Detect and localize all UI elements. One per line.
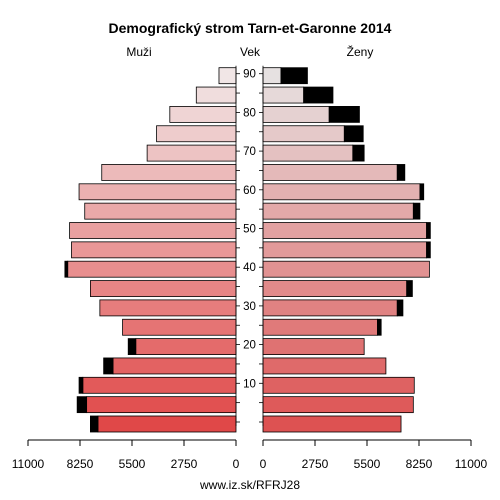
x-tick-label-right: 2750 [302, 457, 329, 471]
bar-female-extra-30-34 [396, 299, 404, 317]
bar-female-45-49 [262, 241, 427, 259]
bar-male-5-9 [86, 396, 237, 414]
bar-female-10-14 [262, 376, 415, 394]
bar-male-extra-0-4 [90, 415, 99, 433]
bar-female-extra-75-79 [343, 125, 364, 143]
bar-female-85-89 [262, 86, 305, 104]
right-label: Ženy [347, 44, 374, 59]
left-label: Muži [126, 45, 151, 59]
bar-female-20-24 [262, 338, 365, 356]
bar-male-55-59 [84, 202, 237, 220]
chart-title: Demografický strom Tarn-et-Garonne 2014 [109, 20, 392, 36]
age-tick-label-90: 90 [243, 69, 256, 81]
bar-female-15-19 [262, 357, 387, 375]
bar-male-extra-5-9 [76, 396, 88, 414]
bar-female-extra-35-39 [406, 280, 413, 297]
x-tick-label-right: 8250 [406, 457, 433, 471]
bar-male-85-89 [195, 86, 237, 104]
x-tick-label-left: 11000 [12, 457, 45, 471]
bar-female-55-59 [262, 202, 414, 220]
bar-female-30-34 [262, 299, 398, 317]
x-tick-label-right: 11000 [455, 457, 488, 471]
bar-female-extra-60-64 [419, 183, 425, 201]
center-label: Vek [240, 45, 261, 59]
age-tick-label-30: 30 [243, 301, 256, 313]
bar-female-extra-55-59 [412, 202, 421, 220]
bar-female-extra-65-69 [396, 164, 406, 181]
bar-female-extra-50-54 [426, 222, 431, 239]
bar-female-40-44 [262, 260, 430, 278]
bar-female-extra-85-89 [303, 86, 334, 104]
bar-male-75-79 [156, 125, 237, 143]
bar-male-35-39 [90, 280, 237, 297]
x-tick-label-left: 2750 [171, 457, 198, 471]
bar-female-70-74 [262, 144, 354, 162]
bar-female-50-54 [262, 222, 427, 239]
bar-male-45-49 [71, 241, 237, 259]
bar-female-extra-80-84 [328, 106, 360, 123]
bar-female-65-69 [262, 164, 398, 181]
age-tick-label-60: 60 [243, 185, 256, 197]
bar-female-35-39 [262, 280, 408, 297]
bar-female-extra-70-74 [352, 144, 365, 162]
bar-female-25-29 [262, 318, 378, 336]
bar-female-75-79 [262, 125, 345, 143]
bar-female-90-94 [262, 67, 282, 85]
bar-female-extra-25-29 [376, 318, 382, 336]
bar-male-extra-10-14 [78, 376, 84, 394]
age-tick-label-80: 80 [243, 107, 256, 119]
bar-female-extra-45-49 [426, 241, 431, 259]
bar-male-80-84 [169, 106, 237, 123]
bar-male-30-34 [99, 299, 237, 317]
bar-male-0-4 [97, 415, 237, 433]
age-tick-label-20: 20 [243, 340, 256, 352]
bar-female-0-4 [262, 415, 402, 433]
x-tick-label-right: 5500 [354, 457, 381, 471]
x-tick-label-left: 8250 [67, 457, 94, 471]
bar-female-60-64 [262, 183, 421, 201]
age-tick-label-10: 10 [243, 378, 256, 390]
axes-group: 10 20 30 40 50 60 70 80 90 0 0 2750 2750 5500 5500 8250… [12, 65, 488, 471]
bar-female-extra-90-94 [280, 67, 308, 85]
bar-male-90-94 [218, 67, 237, 85]
age-tick-label-40: 40 [243, 262, 256, 274]
age-tick-label-70: 70 [243, 146, 256, 158]
bar-male-70-74 [146, 144, 237, 162]
bar-female-80-84 [262, 106, 330, 123]
bar-male-65-69 [101, 164, 237, 181]
bar-male-extra-40-44 [64, 260, 69, 278]
bar-male-25-29 [122, 318, 237, 336]
bar-male-20-24 [135, 338, 237, 356]
bar-male-extra-15-19 [103, 357, 114, 375]
bar-male-15-19 [112, 357, 237, 375]
x-tick-label-left: 5500 [119, 457, 146, 471]
x-tick-label-left: 0 [233, 457, 240, 471]
bar-female-5-9 [262, 396, 414, 414]
bar-male-50-54 [69, 222, 237, 239]
bar-male-10-14 [82, 376, 237, 394]
age-tick-label-50: 50 [243, 224, 256, 236]
bar-male-extra-20-24 [127, 338, 137, 356]
footer-text: www.iz.sk/RFRJ28 [199, 478, 300, 492]
x-tick-label-right: 0 [260, 457, 267, 471]
bar-male-40-44 [67, 260, 237, 278]
bar-male-60-64 [78, 183, 237, 201]
